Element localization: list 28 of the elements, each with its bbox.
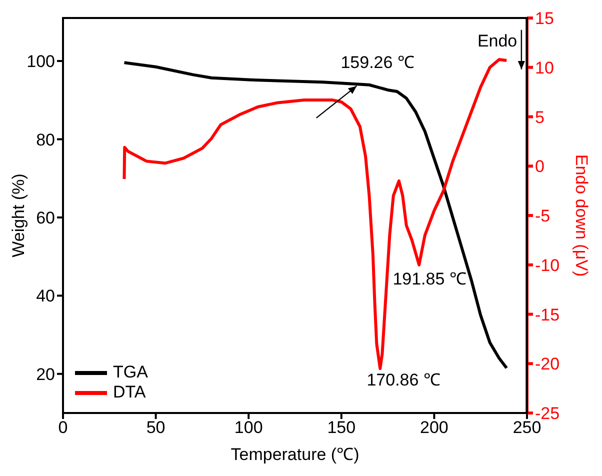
y-axis-title: Weight (%) bbox=[9, 174, 28, 258]
annotation: 191.85 ℃ bbox=[392, 269, 466, 288]
annotation: Endo bbox=[477, 32, 518, 51]
annotation: 159.26 ℃ bbox=[340, 52, 414, 72]
x-tick-label: 100 bbox=[234, 418, 263, 438]
y-tick-label: 60 bbox=[36, 208, 55, 228]
x-tick-label: 250 bbox=[512, 418, 542, 438]
annotation: 170.86 ℃ bbox=[366, 370, 440, 390]
y2-tick-label: 15 bbox=[535, 9, 554, 28]
y-tick-label: 20 bbox=[36, 364, 55, 384]
y2-tick-label: -20 bbox=[535, 354, 560, 374]
x-tick-label: 50 bbox=[146, 418, 166, 438]
x-tick-label: 0 bbox=[58, 418, 68, 438]
x-tick-label: 150 bbox=[327, 418, 356, 438]
y2-tick-label: 10 bbox=[535, 58, 554, 78]
y2-axis-title: Endo down (μV) bbox=[572, 154, 591, 277]
y2-tick-label: 0 bbox=[535, 157, 544, 176]
y2-tick-label: -5 bbox=[535, 206, 550, 226]
legend-label: DTA bbox=[113, 382, 146, 402]
y2-tick-label: -10 bbox=[535, 256, 560, 275]
y-tick-label: 100 bbox=[26, 52, 55, 72]
x-tick-label: 200 bbox=[420, 418, 448, 438]
y2-tick-label: -15 bbox=[535, 305, 560, 324]
y-tick-label: 40 bbox=[36, 286, 55, 306]
x-axis-title: Temperature (℃) bbox=[230, 445, 360, 464]
y2-tick-label: 5 bbox=[535, 108, 544, 127]
legend-label: TGA bbox=[113, 362, 149, 382]
y-tick-label: 80 bbox=[36, 130, 55, 150]
